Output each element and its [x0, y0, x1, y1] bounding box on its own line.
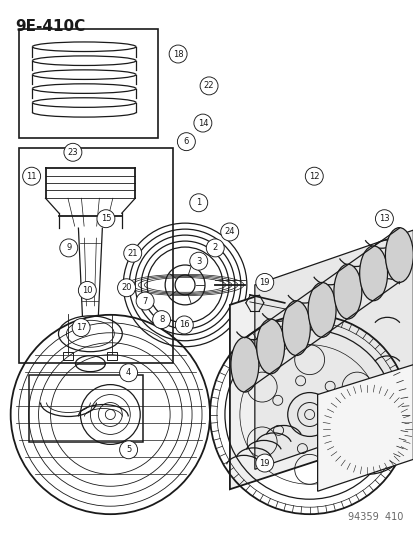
- Circle shape: [78, 281, 96, 300]
- Circle shape: [59, 239, 78, 257]
- Text: 16: 16: [178, 320, 189, 329]
- Bar: [107, 352, 117, 360]
- Circle shape: [375, 209, 392, 228]
- Circle shape: [177, 133, 195, 151]
- Text: 21: 21: [127, 249, 138, 258]
- Circle shape: [220, 223, 238, 241]
- Circle shape: [64, 143, 82, 161]
- Polygon shape: [317, 365, 412, 491]
- Text: 13: 13: [378, 214, 389, 223]
- Circle shape: [199, 77, 218, 95]
- Circle shape: [175, 316, 193, 334]
- Text: 5: 5: [126, 445, 131, 454]
- Text: 8: 8: [159, 315, 164, 324]
- Bar: [19, 148, 173, 362]
- Circle shape: [136, 292, 154, 310]
- Text: 22: 22: [203, 82, 214, 91]
- Bar: [63, 352, 73, 360]
- Text: 23: 23: [67, 148, 78, 157]
- Text: 20: 20: [121, 283, 131, 292]
- Text: 12: 12: [308, 172, 319, 181]
- Circle shape: [152, 311, 170, 328]
- Circle shape: [255, 273, 273, 292]
- Text: 6: 6: [183, 137, 189, 146]
- Text: 9E-410C: 9E-410C: [16, 19, 85, 34]
- Text: 19: 19: [259, 458, 269, 467]
- Bar: [28, 375, 143, 442]
- Text: 17: 17: [76, 323, 86, 332]
- Ellipse shape: [256, 319, 284, 374]
- Circle shape: [119, 364, 137, 382]
- Circle shape: [123, 244, 141, 262]
- Text: 7: 7: [142, 296, 147, 305]
- Circle shape: [304, 167, 323, 185]
- Ellipse shape: [307, 282, 335, 337]
- Bar: [19, 29, 158, 139]
- Text: 2: 2: [212, 244, 217, 253]
- Text: 14: 14: [197, 118, 208, 127]
- Circle shape: [23, 167, 40, 185]
- Text: 9: 9: [66, 244, 71, 253]
- Text: 4: 4: [126, 368, 131, 377]
- Polygon shape: [254, 230, 412, 470]
- Text: 94359  410: 94359 410: [347, 512, 402, 522]
- Circle shape: [119, 441, 137, 459]
- Text: 10: 10: [82, 286, 93, 295]
- Ellipse shape: [333, 264, 361, 319]
- Text: 3: 3: [196, 257, 201, 265]
- Text: 24: 24: [224, 228, 234, 237]
- Text: 18: 18: [172, 50, 183, 59]
- Ellipse shape: [230, 337, 258, 392]
- Text: 1: 1: [196, 198, 201, 207]
- Circle shape: [169, 45, 187, 63]
- Circle shape: [72, 319, 90, 336]
- Circle shape: [117, 279, 135, 297]
- Circle shape: [193, 114, 211, 132]
- Ellipse shape: [359, 246, 387, 301]
- Text: 11: 11: [26, 172, 37, 181]
- Circle shape: [255, 454, 273, 472]
- Text: 19: 19: [259, 278, 269, 287]
- Circle shape: [97, 209, 114, 228]
- Polygon shape: [229, 245, 412, 489]
- Circle shape: [189, 194, 207, 212]
- Circle shape: [206, 239, 224, 257]
- Ellipse shape: [282, 301, 310, 356]
- Circle shape: [189, 252, 207, 270]
- Ellipse shape: [385, 228, 412, 282]
- Text: 15: 15: [100, 214, 111, 223]
